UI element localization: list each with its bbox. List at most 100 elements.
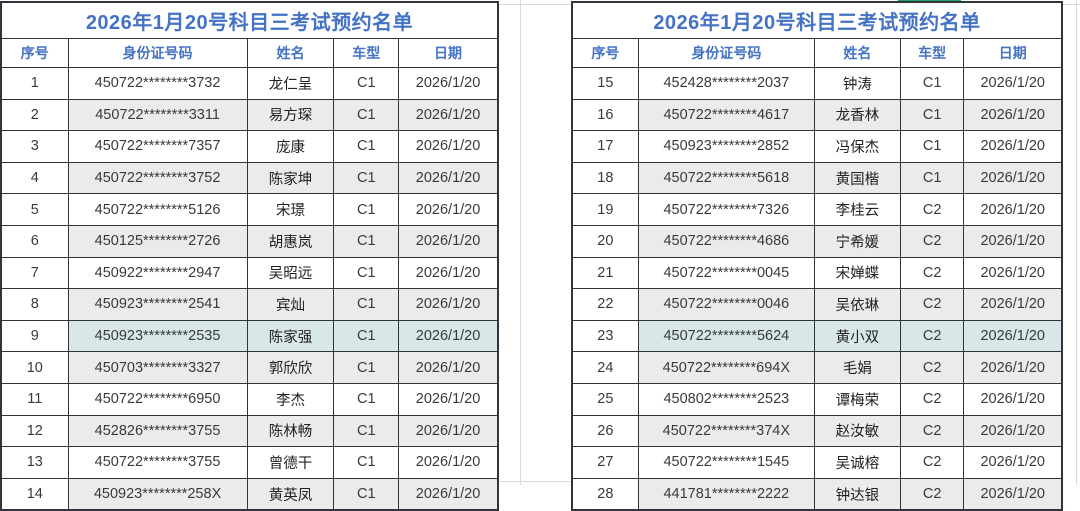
cell-date[interactable]: 2026/1/20 [398,477,499,511]
cell-seq[interactable]: 8 [0,288,69,321]
cell-name[interactable]: 龙仁呈 [246,67,335,100]
cell-car-type[interactable]: C1 [333,382,400,416]
cell-seq[interactable]: 26 [571,414,639,448]
cell-name[interactable]: 钟达银 [814,477,901,511]
cell-car-type[interactable]: C1 [333,288,400,321]
cell-name[interactable]: 宁希媛 [814,224,901,258]
cell-name[interactable]: 庞康 [246,130,335,163]
cell-car-type[interactable]: C2 [899,288,965,321]
cell-car-type[interactable]: C1 [333,256,400,290]
cell-date[interactable]: 2026/1/20 [963,477,1063,511]
column-header[interactable]: 车型 [333,38,400,68]
cell-car-type[interactable]: C1 [333,130,400,163]
cell-seq[interactable]: 6 [0,224,69,258]
cell-date[interactable]: 2026/1/20 [963,256,1063,290]
cell-id-number[interactable]: 450722********7357 [67,130,248,163]
cell-seq[interactable]: 21 [571,256,639,290]
cell-car-type[interactable]: C1 [899,161,965,195]
cell-name[interactable]: 宋婵蝶 [814,256,901,290]
cell-id-number[interactable]: 450722********6950 [67,382,248,416]
cell-seq[interactable]: 20 [571,224,639,258]
cell-date[interactable]: 2026/1/20 [398,67,499,100]
cell-car-type[interactable]: C1 [899,67,965,100]
cell-date[interactable]: 2026/1/20 [398,98,499,132]
column-header[interactable]: 姓名 [246,38,335,68]
column-header[interactable]: 日期 [398,38,499,68]
cell-id-number[interactable]: 441781********2222 [637,477,816,511]
cell-name[interactable]: 易方琛 [246,98,335,132]
cell-seq[interactable]: 23 [571,319,639,353]
cell-date[interactable]: 2026/1/20 [963,98,1063,132]
column-header[interactable]: 身份证号码 [67,38,248,68]
cell-car-type[interactable]: C2 [899,446,965,479]
cell-id-number[interactable]: 450923********2541 [67,288,248,321]
cell-id-number[interactable]: 450722********1545 [637,446,816,479]
cell-seq[interactable]: 27 [571,446,639,479]
cell-id-number[interactable]: 450722********374X [637,414,816,448]
cell-name[interactable]: 曾德干 [246,446,335,479]
cell-name[interactable]: 赵汝敏 [814,414,901,448]
cell-id-number[interactable]: 450722********3311 [67,98,248,132]
cell-date[interactable]: 2026/1/20 [963,446,1063,479]
cell-date[interactable]: 2026/1/20 [963,414,1063,448]
cell-date[interactable]: 2026/1/20 [398,256,499,290]
cell-date[interactable]: 2026/1/20 [398,161,499,195]
cell-seq[interactable]: 17 [571,130,639,163]
cell-name[interactable]: 陈家强 [246,319,335,353]
cell-name[interactable]: 李桂云 [814,193,901,226]
cell-car-type[interactable]: C1 [333,161,400,195]
column-header[interactable]: 日期 [963,38,1063,68]
cell-id-number[interactable]: 452826********3755 [67,414,248,448]
cell-id-number[interactable]: 450923********2535 [67,319,248,353]
cell-date[interactable]: 2026/1/20 [963,288,1063,321]
cell-seq[interactable]: 11 [0,382,69,416]
cell-name[interactable]: 吴诚榕 [814,446,901,479]
cell-car-type[interactable]: C1 [333,477,400,511]
cell-date[interactable]: 2026/1/20 [398,351,499,384]
cell-name[interactable]: 宾灿 [246,288,335,321]
cell-seq[interactable]: 5 [0,193,69,226]
cell-seq[interactable]: 3 [0,130,69,163]
cell-car-type[interactable]: C2 [899,477,965,511]
cell-car-type[interactable]: C1 [899,98,965,132]
cell-id-number[interactable]: 450722********4686 [637,224,816,258]
cell-seq[interactable]: 24 [571,351,639,384]
cell-car-type[interactable]: C2 [899,382,965,416]
cell-date[interactable]: 2026/1/20 [398,288,499,321]
cell-date[interactable]: 2026/1/20 [963,382,1063,416]
cell-id-number[interactable]: 450722********5624 [637,319,816,353]
cell-date[interactable]: 2026/1/20 [963,224,1063,258]
cell-id-number[interactable]: 450722********3755 [67,446,248,479]
cell-name[interactable]: 钟涛 [814,67,901,100]
column-header[interactable]: 身份证号码 [637,38,816,68]
cell-name[interactable]: 李杰 [246,382,335,416]
cell-seq[interactable]: 19 [571,193,639,226]
cell-seq[interactable]: 18 [571,161,639,195]
cell-name[interactable]: 陈林畅 [246,414,335,448]
cell-car-type[interactable]: C1 [333,224,400,258]
cell-date[interactable]: 2026/1/20 [398,224,499,258]
column-header[interactable]: 序号 [571,38,639,68]
cell-id-number[interactable]: 450922********2947 [67,256,248,290]
cell-seq[interactable]: 13 [0,446,69,479]
cell-date[interactable]: 2026/1/20 [398,382,499,416]
cell-seq[interactable]: 9 [0,319,69,353]
cell-id-number[interactable]: 450923********258X [67,477,248,511]
cell-date[interactable]: 2026/1/20 [963,193,1063,226]
cell-seq[interactable]: 16 [571,98,639,132]
table-title[interactable]: 2026年1月20号科目三考试预约名单 [0,1,499,39]
cell-car-type[interactable]: C2 [899,256,965,290]
cell-car-type[interactable]: C2 [899,319,965,353]
cell-car-type[interactable]: C1 [333,319,400,353]
cell-car-type[interactable]: C2 [899,224,965,258]
cell-car-type[interactable]: C1 [333,67,400,100]
cell-seq[interactable]: 22 [571,288,639,321]
cell-seq[interactable]: 2 [0,98,69,132]
cell-seq[interactable]: 7 [0,256,69,290]
cell-name[interactable]: 谭梅荣 [814,382,901,416]
cell-name[interactable]: 黄国楷 [814,161,901,195]
cell-id-number[interactable]: 450722********0046 [637,288,816,321]
cell-id-number[interactable]: 452428********2037 [637,67,816,100]
column-header[interactable]: 姓名 [814,38,901,68]
cell-name[interactable]: 宋璟 [246,193,335,226]
